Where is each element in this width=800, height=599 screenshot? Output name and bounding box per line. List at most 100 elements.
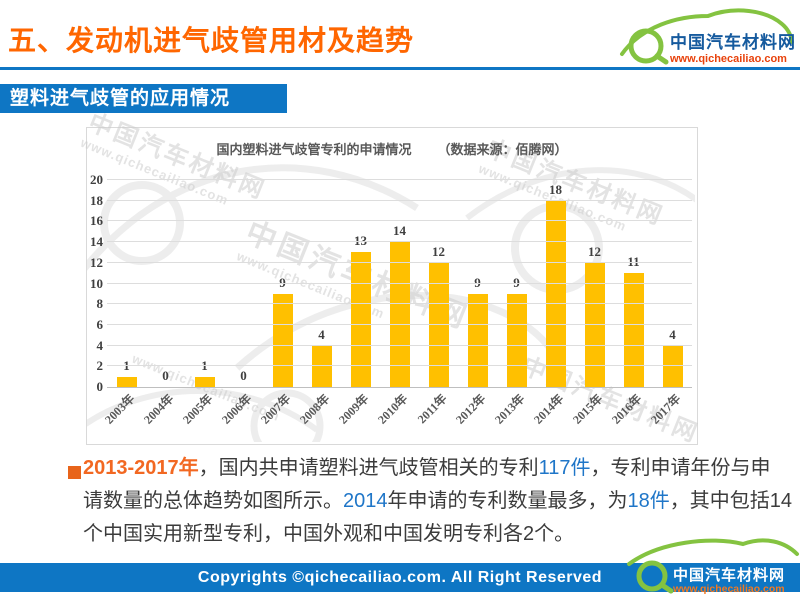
- body-text-segment: 个中国实用新型专利，中国外观和中国发明专利各2个。: [83, 523, 575, 545]
- bar: [545, 200, 566, 387]
- body-text-segment: 2014: [343, 490, 388, 512]
- bar: [623, 273, 644, 387]
- section-badge: 塑料进气歧管的应用情况: [0, 84, 287, 113]
- bar: [467, 293, 488, 387]
- y-tick-label: 2: [96, 358, 104, 374]
- x-tick-label: 2015年: [570, 391, 606, 427]
- x-tick-label: 2014年: [531, 391, 567, 427]
- logo-url: www.qichecailiao.com: [669, 53, 787, 65]
- x-tick-label: 2003年: [102, 391, 138, 427]
- body-line: 个中国实用新型专利，中国外观和中国发明专利各2个。: [83, 518, 773, 551]
- gridline: [107, 303, 692, 305]
- bar-value-label: 1: [107, 358, 146, 374]
- bar: [389, 242, 410, 387]
- body-text-segment: ，其中包括14: [669, 490, 792, 512]
- y-tick-label: 16: [90, 213, 103, 229]
- body-text-segment: 2013-2017年: [83, 457, 199, 479]
- y-tick-label: 6: [96, 316, 104, 332]
- q-swirl-icon: [628, 28, 664, 64]
- q-tail-icon: [659, 582, 674, 594]
- bullet-icon: [68, 466, 81, 479]
- bar-value-label: 9: [458, 275, 497, 291]
- bar-value-label: 9: [497, 275, 536, 291]
- y-tick-label: 0: [96, 379, 104, 394]
- bar-value-label: 14: [393, 223, 406, 239]
- x-tick-label: 2009年: [336, 391, 372, 427]
- y-tick-label: 14: [90, 234, 103, 250]
- bar: [506, 293, 527, 387]
- footer-logo-url: www.qichecailiao.com: [672, 583, 785, 595]
- gridline: [107, 323, 692, 325]
- y-tick-label: 20: [90, 172, 103, 187]
- x-tick-label: 2010年: [375, 391, 411, 427]
- bar: [428, 262, 449, 387]
- bar-value-label: 12: [432, 243, 445, 259]
- x-tick-label: 2005年: [180, 391, 216, 427]
- x-tick-label: 2012年: [453, 391, 489, 427]
- bar-slot: 4: [653, 180, 692, 387]
- x-tick: 2010年: [375, 389, 419, 443]
- bar-value-label: 11: [627, 254, 640, 270]
- body-text-segment: 年申请的专利数量最多，为: [387, 490, 628, 512]
- site-logo: 中国汽车材料网 www.qichecailiao.com: [620, 8, 794, 65]
- bar: [194, 376, 215, 387]
- bars: 101094131412991812114: [107, 180, 692, 387]
- page-title: 五、发动机进气歧管用材及趋势: [8, 25, 415, 56]
- body-line: 2013-2017年，国内共申请塑料进气歧管相关的专利117件，专利申请年份与申: [83, 452, 773, 485]
- chart: 中国汽车材料网 www.qichecailiao.com 中国汽车材料网 www…: [79, 109, 704, 448]
- x-tick-label: 2008年: [297, 391, 333, 427]
- gridline: [107, 261, 692, 263]
- bar-value-label: 18: [549, 181, 562, 197]
- chart-source-note: （数据来源：佰腾网）: [437, 142, 568, 157]
- x-tick-label: 2004年: [141, 391, 177, 427]
- bar-slot: 0: [146, 180, 185, 387]
- bar-value-label: 4: [669, 326, 676, 342]
- bar-slot: 4: [302, 180, 341, 387]
- y-tick-label: 4: [96, 337, 104, 353]
- body-line: 请数量的总体趋势如图所示。2014年申请的专利数量最多，为18件，其中包括14: [83, 485, 792, 518]
- car-outline-icon: [620, 8, 794, 56]
- chart-title: 国内塑料进气歧管专利的申请情况: [216, 142, 412, 157]
- bar-slot: 0: [224, 180, 263, 387]
- bar-slot: 14: [380, 180, 419, 387]
- gridline: [107, 365, 692, 367]
- bar-slot: 11: [614, 180, 653, 387]
- y-tick-label: 18: [90, 192, 103, 208]
- footer-logo: 中国汽车材料网 www.qichecailiao.com: [627, 538, 799, 595]
- bar-slot: 12: [575, 180, 614, 387]
- bar-slot: 1: [185, 180, 224, 387]
- bar-slot: 13: [341, 180, 380, 387]
- gridline: [107, 344, 692, 346]
- bar-slot: 9: [458, 180, 497, 387]
- watermark-car-arcs-icon: [87, 164, 695, 442]
- x-tick-label: 2007年: [258, 391, 294, 427]
- bar-slot: 9: [263, 180, 302, 387]
- gridline: [107, 179, 692, 180]
- bar-value-label: 9: [263, 275, 302, 291]
- gridline: [107, 199, 692, 201]
- q-tail-icon: [654, 53, 669, 65]
- bar-value-label: 4: [318, 326, 325, 342]
- bar: [116, 376, 137, 387]
- bar-slot: 9: [497, 180, 536, 387]
- x-tick-label: 2011年: [414, 391, 450, 427]
- gridline: [107, 241, 692, 243]
- bar-value-label: 1: [185, 358, 224, 374]
- body-text-segment: ，专利申请年份与申: [590, 457, 771, 479]
- title-underline: [0, 67, 800, 70]
- gridline: [107, 282, 692, 284]
- x-labels: 2003年 2004年 2005年 2006年 2007年 2008年 2009年 2010年…: [102, 389, 692, 443]
- footer-logo-name: 中国汽车材料网: [673, 566, 785, 584]
- car-outline-icon: [627, 538, 799, 566]
- bar-value-label: 0: [162, 368, 169, 383]
- y-tick-label: 10: [90, 275, 103, 291]
- body-text-segment: ，国内共申请塑料进气歧管相关的专利: [198, 457, 539, 479]
- y-tick-label: 12: [90, 254, 103, 270]
- gridline: [107, 220, 692, 222]
- x-tick-label: 2013年: [492, 391, 528, 427]
- bar: [350, 252, 371, 387]
- bar: [584, 262, 605, 387]
- body-paragraph: 2013-2017年，国内共申请塑料进气歧管相关的专利117件，专利申请年份与申…: [83, 452, 792, 551]
- bar: [272, 293, 293, 387]
